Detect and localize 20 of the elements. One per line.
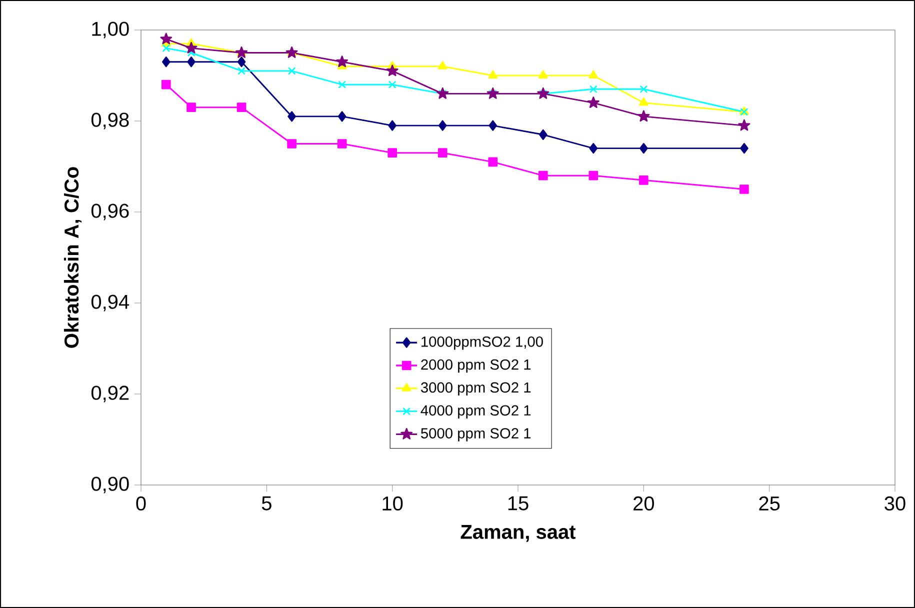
y-tick-label: 0,92: [91, 386, 129, 402]
y-tick-label: 0,94: [91, 294, 130, 312]
legend-label: 3000 ppm SO2 1: [420, 382, 531, 396]
x-tick-label: 10: [382, 496, 403, 511]
x-tick-label: 20: [634, 496, 654, 511]
y-tick-label: 0,98: [91, 112, 129, 130]
x-tick-label: 0: [136, 496, 146, 511]
y-tick-label: 1,00: [92, 22, 129, 38]
legend-label: 4000 ppm SO2 1: [420, 405, 531, 418]
legend-label: 5000 ppm SO2 1: [421, 428, 531, 442]
x-tick-label: 25: [759, 496, 780, 511]
x-tick-label: 15: [508, 496, 528, 510]
x-axis-title: Zaman, saat: [460, 525, 576, 542]
y-axis-title: Okratoksin A, C/Co: [64, 167, 82, 348]
x-tick-label: 5: [262, 496, 272, 510]
y-tick-label: 0,96: [91, 204, 129, 220]
y-tick-label: 0,90: [91, 476, 129, 494]
legend-label: 2000 ppm SO2 1: [421, 359, 531, 373]
legend-label: 1000ppmSO2 1,00: [422, 336, 543, 350]
x-tick-label: 30: [884, 496, 906, 511]
